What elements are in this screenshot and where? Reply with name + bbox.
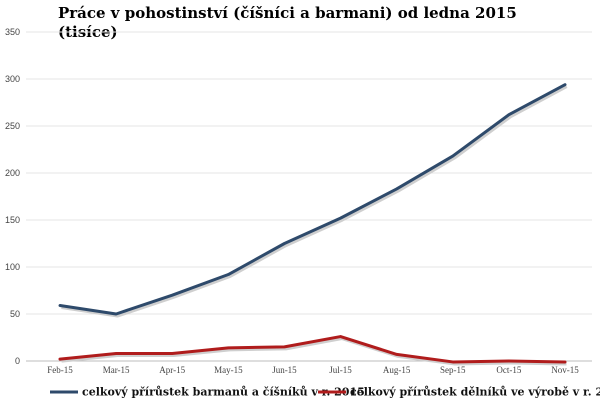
y-tick-label: 350 <box>5 27 20 37</box>
x-tick-label: May-15 <box>214 365 243 375</box>
x-tick-label: Mar-15 <box>103 365 130 375</box>
y-tick-label: 200 <box>5 168 20 178</box>
legend-label: celkový přírůstek dělníků ve výrobě v r.… <box>350 386 600 399</box>
series-line <box>58 335 567 364</box>
x-tick-label: Sep-15 <box>440 365 466 375</box>
legend-label: celkový přírůstek barmanů a číšníků v r.… <box>82 386 365 399</box>
y-tick-label: 150 <box>5 215 20 225</box>
y-tick-label: 0 <box>15 356 20 366</box>
y-tick-label: 100 <box>5 262 20 272</box>
x-tick-label: Apr-15 <box>159 365 185 375</box>
y-tick-label: 250 <box>5 121 20 131</box>
y-tick-label: 300 <box>5 74 20 84</box>
x-tick-label: Nov-15 <box>551 365 579 375</box>
x-tick-label: Jun-15 <box>272 365 297 375</box>
series-line-shadow <box>61 84 568 318</box>
x-tick-label: Aug-15 <box>383 365 411 375</box>
y-tick-label: 50 <box>10 309 20 319</box>
x-tick-label: Feb-15 <box>47 365 73 375</box>
x-tick-label: Jul-15 <box>329 365 352 375</box>
series-line <box>58 83 567 316</box>
x-tick-label: Oct-15 <box>496 365 521 375</box>
